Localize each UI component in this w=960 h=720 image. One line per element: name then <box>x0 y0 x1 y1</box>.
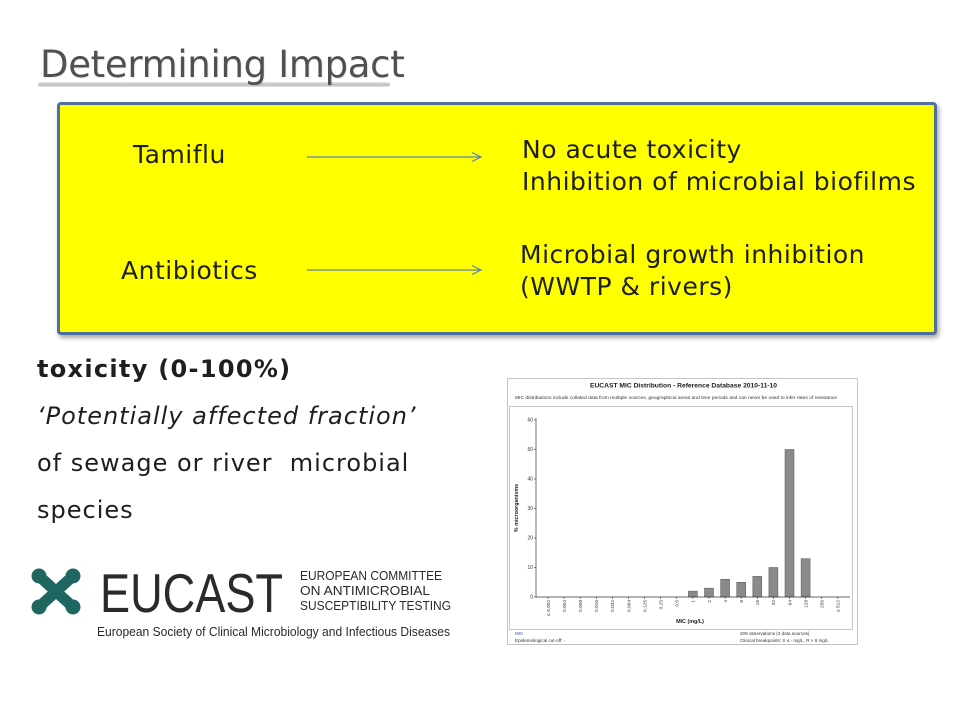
x-tick-label: 256 <box>820 600 826 608</box>
x-tick-label: 64 <box>787 600 793 606</box>
x-tick-label: 0.25 <box>659 600 665 610</box>
effect-line: Microbial growth inhibition <box>520 240 866 269</box>
chart-title: EUCAST MIC Distribution - Reference Data… <box>590 383 777 390</box>
y-axis-label: % microorganisms <box>514 484 520 532</box>
x-tick-label: 1 <box>691 600 697 603</box>
slide-title: Determining Impact <box>40 43 405 86</box>
eucast-x-icon <box>31 568 81 615</box>
arrow-right-icon <box>307 264 483 276</box>
highlight-box: Tamiflu No acute toxicity Inhibition of … <box>57 102 937 335</box>
x-tick-label: ≤ 0.002 <box>546 600 552 616</box>
footer-mic: MIC <box>515 631 524 636</box>
y-tick-label: 10 <box>527 565 533 571</box>
committee-line: SUSCEPTIBILITY TESTING <box>300 599 451 613</box>
bar <box>768 567 779 598</box>
x-tick-label: 0.5 <box>675 600 681 607</box>
bar <box>752 576 763 598</box>
bar <box>736 582 746 598</box>
society-name: European Society of Clinical Microbiolog… <box>97 625 450 639</box>
x-tick-label: 0.016 <box>594 600 600 612</box>
subject-antibiotics: Antibiotics <box>121 256 258 285</box>
x-tick-label: 0.008 <box>578 600 584 612</box>
eucast-wordmark: EUCAST <box>100 562 283 624</box>
bar <box>688 590 698 598</box>
bar <box>704 587 714 598</box>
x-axis-label: MIC (mg/L) <box>676 619 704 625</box>
y-tick-label: 0 <box>530 595 533 601</box>
x-tick-label: 2 <box>707 600 713 603</box>
x-tick-label: 0.064 <box>626 600 632 612</box>
effect-line: (WWTP & rivers) <box>520 272 733 301</box>
plot-marks: 0 10 20 30 40 50 60 ≤ 0.002 0.004 0.008 0.016 0.032… <box>527 418 841 616</box>
footer-breakpoints: Clinical breakpoints: S ≤ - mg/L, R > 8 … <box>740 638 829 643</box>
y-tick-label: 30 <box>527 506 533 512</box>
title-underline <box>38 82 390 87</box>
arrow-right-icon <box>307 151 483 163</box>
eucast-logo: EUCAST EUROPEAN COMMITTEE ON ANTIMICROBI… <box>31 562 451 639</box>
notes-line: species <box>37 496 134 524</box>
y-tick-label: 20 <box>527 536 533 542</box>
y-tick-label: 50 <box>527 447 533 453</box>
x-tick-label: 128 <box>803 600 809 608</box>
notes-heading: toxicity (0-100%) <box>37 355 292 383</box>
bar <box>720 579 730 598</box>
x-tick-label: 0.125 <box>642 600 648 612</box>
x-tick-label: 8 <box>739 600 745 603</box>
subject-tamiflu: Tamiflu <box>133 140 226 169</box>
x-tick-label: 4 <box>723 600 729 603</box>
effect-line: No acute toxicity <box>522 135 742 164</box>
bar <box>800 558 811 598</box>
y-tick-label: 60 <box>527 418 533 424</box>
notes-line: ‘Potentially affected fraction’ <box>37 402 417 430</box>
notes-line: of sewage or river microbial <box>37 449 410 477</box>
x-tick-label: ≥ 512 <box>836 600 842 612</box>
committee-line: ON ANTIMICROBIAL <box>300 584 430 598</box>
footer-ecoff: Epidemiological cut-off: - <box>515 638 566 643</box>
toxicity-notes: toxicity (0-100%) ‘Potentially affected … <box>37 346 477 534</box>
mic-distribution-chart: EUCAST MIC Distribution - Reference Data… <box>507 378 858 645</box>
x-tick-label: 16 <box>755 600 761 606</box>
committee-line: EUROPEAN COMMITTEE <box>300 569 442 583</box>
chart-frame <box>509 406 853 630</box>
footer-observations: 209 observations (3 data sources) <box>740 631 810 636</box>
x-tick-label: 0.004 <box>562 600 568 612</box>
effects-tamiflu: No acute toxicity Inhibition of microbia… <box>522 134 916 198</box>
x-tick-label: 0.032 <box>610 600 616 612</box>
y-tick-label: 40 <box>527 477 533 483</box>
chart-subtitle: MIC distributions include collated data … <box>515 395 838 400</box>
x-tick-label: 32 <box>771 600 777 606</box>
effects-antibiotics: Microbial growth inhibition (WWTP & rive… <box>520 239 865 303</box>
chart-background <box>507 378 858 645</box>
effect-line: Inhibition of microbial biofilms <box>522 167 916 196</box>
bar <box>784 449 795 598</box>
